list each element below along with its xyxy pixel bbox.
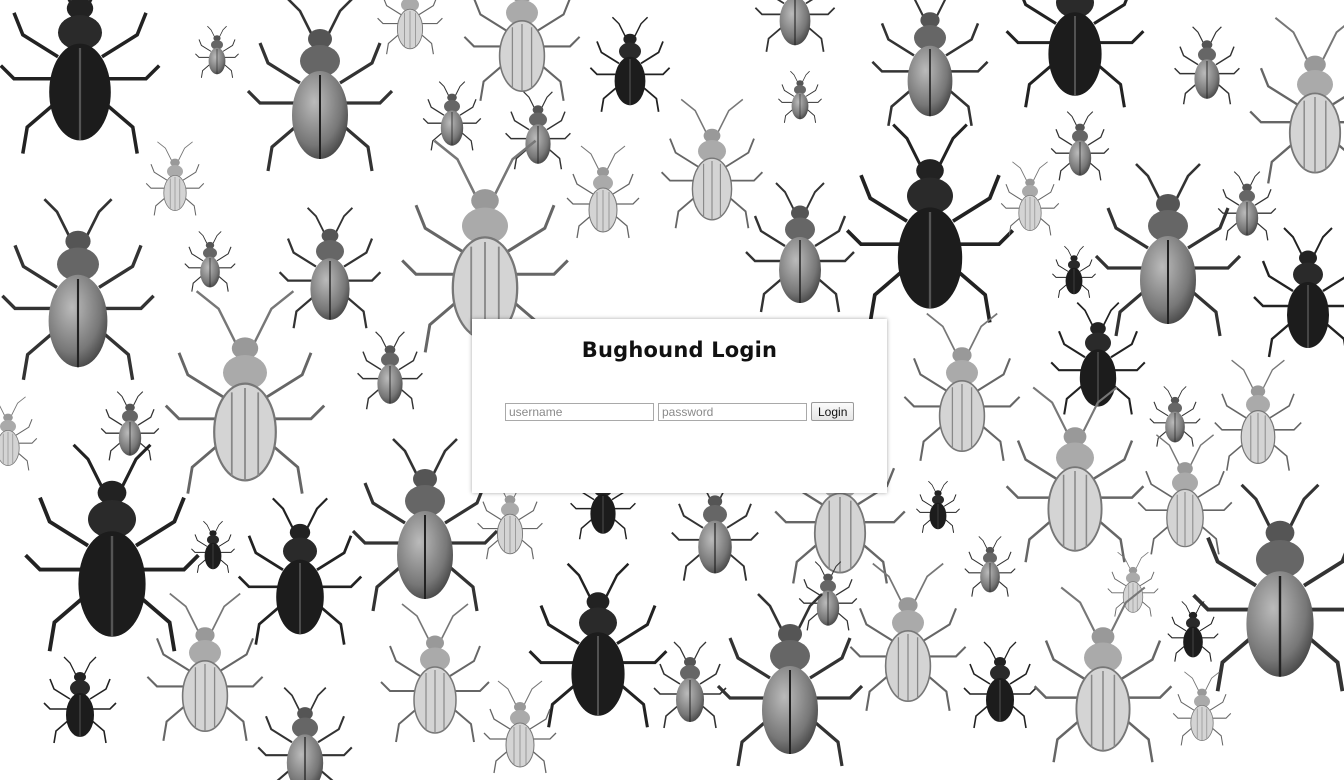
- login-form: Login: [505, 402, 855, 421]
- login-title: Bughound Login: [581, 338, 778, 362]
- username-input[interactable]: [505, 402, 654, 421]
- login-panel: Bughound Login Login: [472, 319, 887, 493]
- password-input[interactable]: [658, 402, 807, 421]
- login-button[interactable]: Login: [811, 402, 855, 421]
